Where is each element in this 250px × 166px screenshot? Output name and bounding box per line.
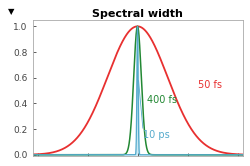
Text: 10 ps: 10 ps [143,130,170,140]
Text: ▼: ▼ [8,7,14,16]
Text: 50 fs: 50 fs [198,80,222,90]
Text: 400 fs: 400 fs [147,95,177,105]
Title: Spectral width: Spectral width [92,9,183,19]
